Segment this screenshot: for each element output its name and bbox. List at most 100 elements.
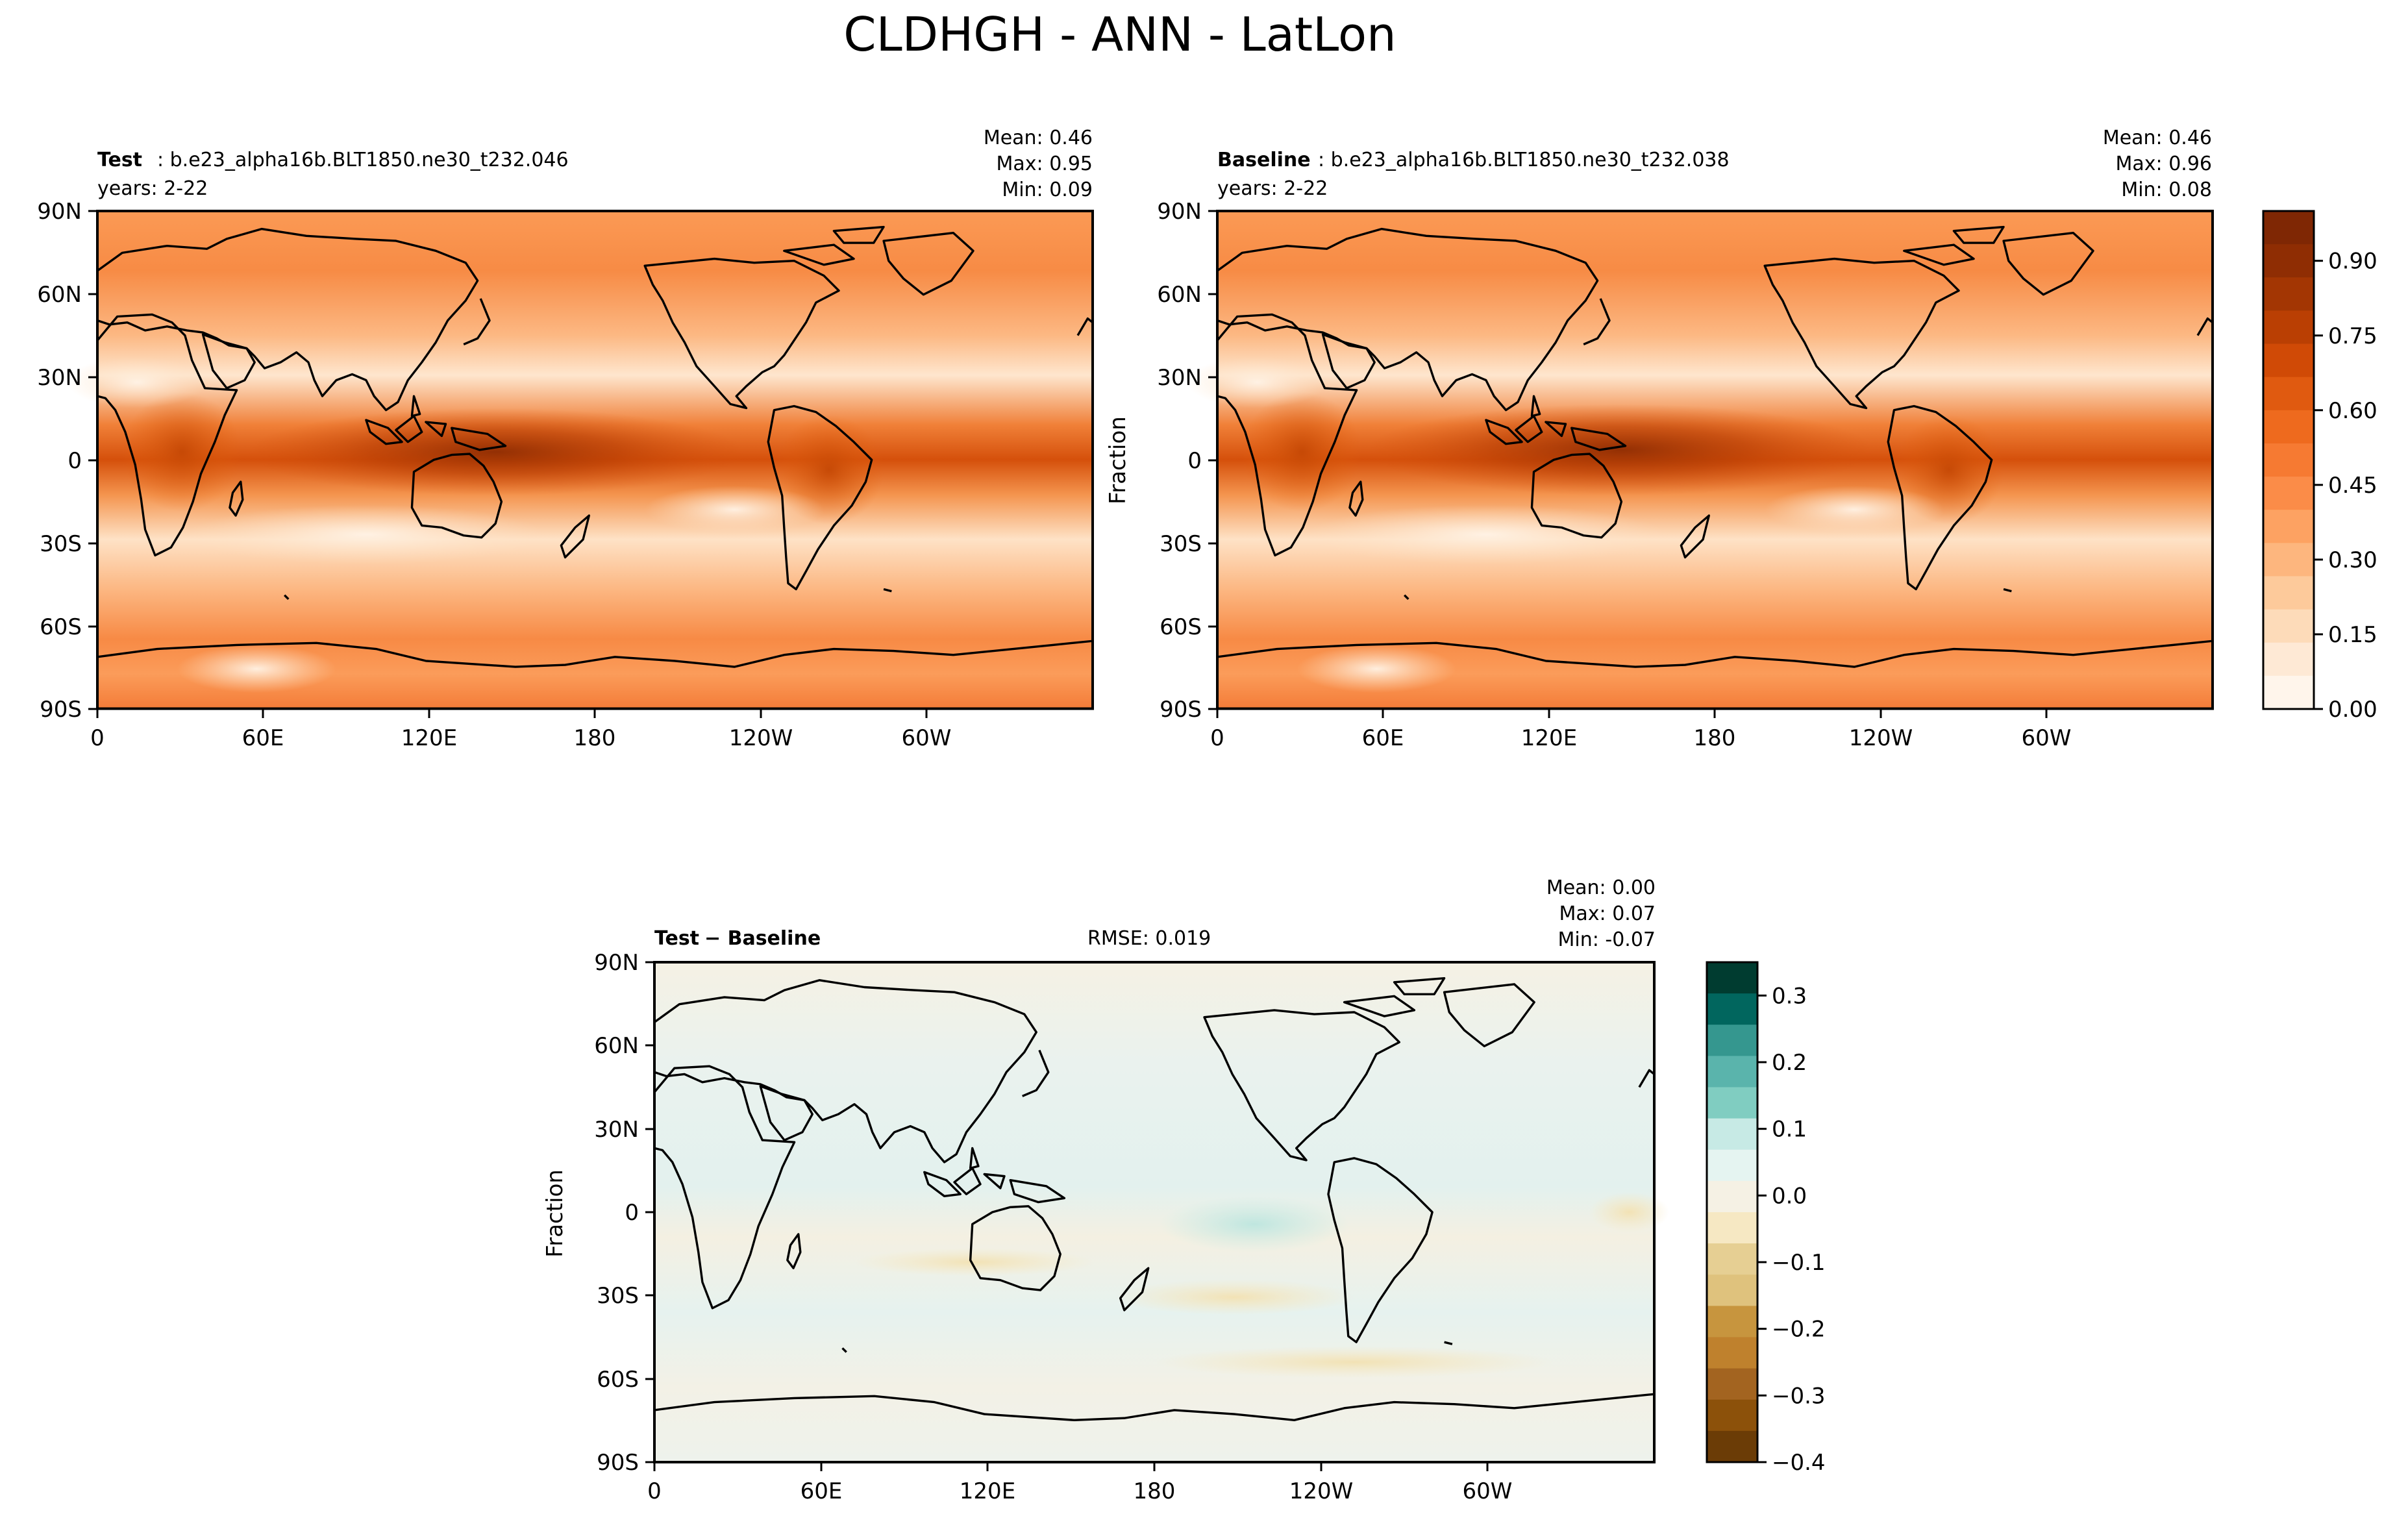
test-xtick-60w: 60W: [902, 725, 952, 751]
colorbar-band: [1707, 1274, 1757, 1306]
map-baseline: [1187, 210, 2214, 710]
colorbar-tick-label: 0.0: [1772, 1183, 1807, 1209]
map-diff: [652, 960, 1670, 1464]
diff-ytick-90n: 90N: [594, 950, 639, 976]
colorbar-band: [2263, 576, 2314, 610]
axis-baseline-y: 90N 60N 30N 0 30S 60S 90S: [1157, 199, 1217, 723]
colorbar-band: [2263, 510, 2314, 543]
baseline-ytick-60n: 60N: [1157, 282, 1202, 308]
panel-baseline-label: : b.e23_alpha16b.BLT1850.ne30_t232.038: [1318, 149, 1730, 171]
colorbar-band: [1707, 1087, 1757, 1119]
diff-xtick-60e: 60E: [801, 1478, 843, 1504]
colorbar-tick-label: 0.3: [1772, 983, 1807, 1009]
test-xtick-60e: 60E: [242, 725, 284, 751]
baseline-xtick-0: 0: [1210, 725, 1224, 751]
baseline-ytick-90s: 90S: [1160, 697, 1202, 723]
colorbar-band: [1707, 962, 1757, 994]
panel-test-stat-min: Min: 0.09: [1002, 179, 1093, 201]
diff-xtick-120w: 120W: [1289, 1478, 1354, 1504]
axis-diff-x: 0 60E 120E 180 120W 60W: [647, 1462, 1512, 1504]
test-ytick-30s: 30S: [40, 531, 82, 557]
colorbar-tick-label: 0.1: [1772, 1117, 1807, 1143]
panel-test-stat-mean: Mean: 0.46: [984, 127, 1093, 149]
baseline-ytick-90n: 90N: [1157, 199, 1202, 225]
diff-xtick-0: 0: [647, 1478, 662, 1504]
axis-test-y: 90N 60N 30N 0 30S 60S 90S: [37, 199, 97, 723]
panel-baseline-subtitle: years: 2-22: [1217, 177, 1328, 200]
panel-test: Test : b.e23_alpha16b.BLT1850.ne30_t232.…: [37, 127, 1094, 751]
colorbar-band: [2263, 211, 2314, 245]
diff-ytick-0: 0: [625, 1200, 639, 1226]
panel-diff-label-bold: Test: [654, 927, 699, 950]
colorbar-band: [1707, 1337, 1757, 1369]
test-ytick-90n: 90N: [37, 199, 82, 225]
panel-baseline: Baseline : b.e23_alpha16b.BLT1850.ne30_t…: [1105, 127, 2377, 751]
colorbar-band: [1707, 1149, 1757, 1182]
panel-baseline-ylabel: Fraction: [1105, 416, 1131, 504]
colorbar-band: [1707, 1180, 1757, 1213]
diff-ytick-30n: 30N: [594, 1117, 639, 1143]
baseline-ytick-30s: 30S: [1160, 531, 1202, 557]
colorbar-band: [2263, 410, 2314, 444]
colorbar-band: [1707, 1212, 1757, 1244]
baseline-ytick-0: 0: [1187, 448, 1202, 474]
panel-diff: Test − Baseline RMSE: 0.019 Mean: 0.00 M…: [542, 876, 1826, 1504]
baseline-ytick-30n: 30N: [1157, 365, 1202, 391]
colorbar-tick-label: −0.4: [1772, 1450, 1826, 1476]
colorbar-band: [1707, 1368, 1757, 1400]
colorbar-band: [2263, 543, 2314, 577]
colorbar-tick-label: 0.30: [2328, 547, 2377, 573]
axis-diff-y: 90N 60N 30N 0 30S 60S 90S: [594, 950, 654, 1476]
colorbar-band: [1707, 1306, 1757, 1338]
colorbar-band: [2263, 609, 2314, 643]
panel-baseline-stat-min: Min: 0.08: [2121, 179, 2212, 201]
colorbar-band: [2263, 377, 2314, 411]
diff-xtick-60w: 60W: [1463, 1478, 1513, 1504]
axis-test-x: 0 60E 120E 180 120W 60W: [90, 709, 951, 751]
colorbar-tick-label: 0.60: [2328, 398, 2377, 424]
diff-ytick-60s: 60S: [597, 1367, 639, 1393]
baseline-xtick-180: 180: [1694, 725, 1736, 751]
colorbar-band: [2263, 477, 2314, 510]
panel-test-label: : b.e23_alpha16b.BLT1850.ne30_t232.046: [157, 149, 569, 171]
panel-baseline-stat-mean: Mean: 0.46: [2103, 127, 2212, 149]
colorbar-band: [1707, 993, 1757, 1025]
panel-diff-stat-min: Min: -0.07: [1558, 928, 1656, 951]
axis-baseline-x: 0 60E 120E 180 120W 60W: [1210, 709, 2071, 751]
panel-test-stat-max: Max: 0.95: [997, 153, 1093, 175]
colorbar-band: [1707, 1399, 1757, 1432]
colorbar-band: [1707, 1056, 1757, 1088]
colorbar-band: [1707, 1118, 1757, 1150]
colorbar-tick-label: 0.75: [2328, 323, 2377, 349]
panel-baseline-stat-max: Max: 0.96: [2116, 153, 2212, 175]
panel-diff-stat-mean: Mean: 0.00: [1546, 876, 1656, 899]
colorbar-band: [2263, 642, 2314, 677]
colorbar-tick-label: 0.90: [2328, 249, 2377, 275]
test-xtick-0: 0: [90, 725, 105, 751]
colorbar-tick-label: 0.2: [1772, 1050, 1807, 1076]
test-ytick-60s: 60S: [40, 614, 82, 640]
panel-baseline-label-bold: Baseline: [1217, 149, 1311, 171]
colorbar-band: [1707, 1430, 1757, 1463]
panel-test-subtitle: years: 2-22: [97, 177, 208, 200]
colorbar-band: [2263, 443, 2314, 477]
colorbar-top: 0.00 0.15 0.30 0.45 0.60 0.75 0.90: [2262, 210, 2377, 723]
colorbar-band: [1707, 1243, 1757, 1275]
colorbar-tick-label: 0.00: [2328, 697, 2377, 723]
diff-ytick-90s: 90S: [597, 1450, 639, 1476]
baseline-xtick-60w: 60W: [2022, 725, 2072, 751]
panel-diff-label: − Baseline: [704, 927, 821, 950]
diff-ytick-60n: 60N: [594, 1033, 639, 1059]
baseline-xtick-60e: 60E: [1362, 725, 1404, 751]
colorbar-tick-label: 0.15: [2328, 622, 2377, 648]
colorbar-band: [2263, 277, 2314, 311]
test-ytick-0: 0: [68, 448, 82, 474]
panel-diff-ylabel: Fraction: [542, 1169, 568, 1258]
baseline-xtick-120w: 120W: [1849, 725, 1913, 751]
colorbar-band: [2263, 310, 2314, 345]
diff-xtick-180: 180: [1134, 1478, 1176, 1504]
test-xtick-120e: 120E: [401, 725, 457, 751]
colorbar-diff: 0.3 0.2 0.1 0.0 −0.1 −0.2 −0.3 −0.4: [1706, 961, 1826, 1476]
colorbar-band: [1707, 1025, 1757, 1056]
